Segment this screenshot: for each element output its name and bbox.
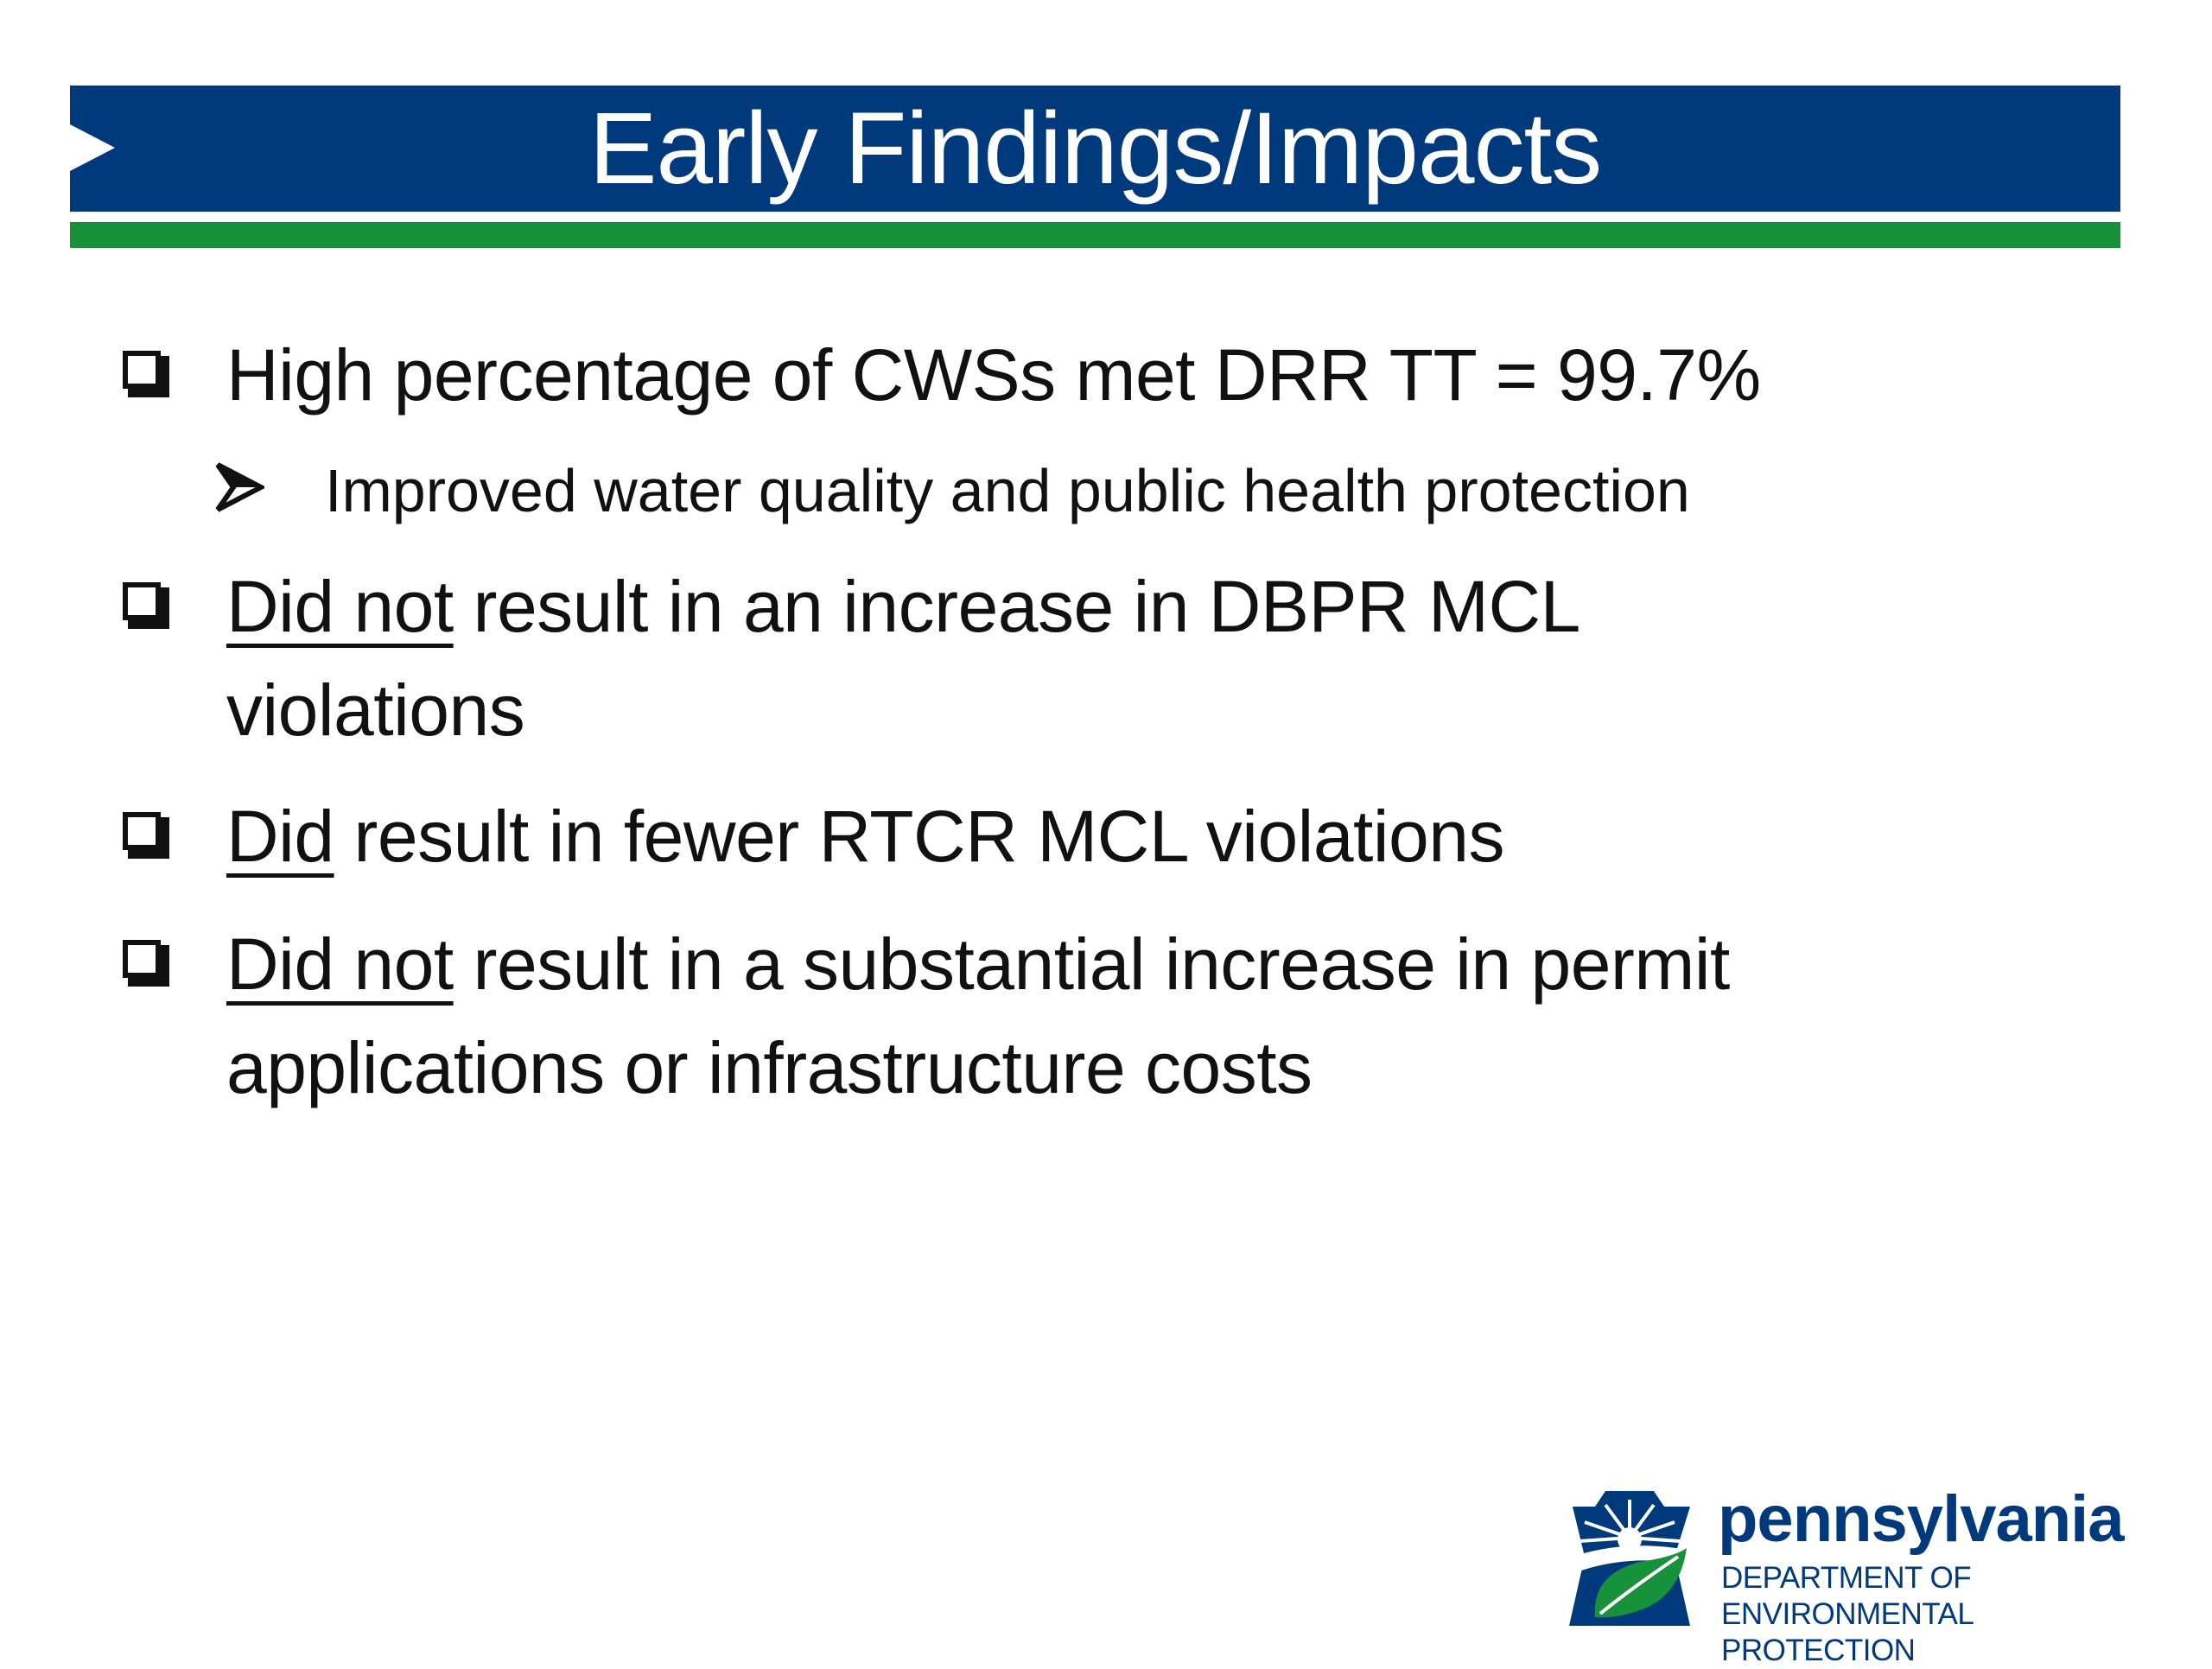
logo-wordmark: pennsylvania (1718, 1482, 2125, 1556)
sub-bullet-text: Improved water quality and public health… (325, 457, 1690, 524)
green-accent-rule (70, 222, 2120, 248)
bullet-text: result in a substantial increase in perm… (453, 923, 1730, 1005)
bullet-text: result in fewer RTCR MCL violations (334, 796, 1504, 877)
checkbox-icon (123, 812, 169, 859)
sub-bullet-water-quality: Improved water quality and public health… (215, 447, 1967, 534)
checkbox-icon (123, 351, 169, 397)
underlined-phrase: Did (226, 796, 334, 877)
arrowhead-icon (215, 462, 264, 512)
underlined-phrase: Did not (226, 566, 454, 647)
logo-department-name: DEPARTMENT OF ENVIRONMENTAL PROTECTION (1721, 1561, 1974, 1667)
keystone-leaf-icon (1569, 1491, 1690, 1626)
bullet-text-continued: violations (226, 670, 525, 751)
bullet-text-continued: applications or infrastructure costs (226, 1027, 1313, 1108)
bullet-text: High percentage of CWSs met DRR TT = 99.… (226, 334, 1761, 416)
bullet-cws-percentage: High percentage of CWSs met DRR TT = 99.… (123, 323, 2006, 427)
checkbox-icon (123, 582, 169, 629)
pa-dep-logo: pennsylvania DEPARTMENT OF ENVIRONMENTAL… (1560, 1481, 2200, 1667)
underlined-phrase: Did not (226, 923, 454, 1005)
title-band: Early Findings/Impacts (70, 86, 2120, 212)
bullet-rtcr-violations: Did result in fewer RTCR MCL violations (123, 784, 2006, 888)
checkbox-icon (123, 940, 169, 987)
bullet-text: result in an increase in DBPR MCL (453, 566, 1580, 647)
slide-title: Early Findings/Impacts (588, 92, 1603, 206)
bullet-dbpr-violations: Did not result in an increase in DBPR MC… (123, 555, 2006, 762)
title-arrow-icon (70, 124, 115, 171)
bullet-permit-costs: Did not result in a substantial increase… (123, 912, 2006, 1120)
